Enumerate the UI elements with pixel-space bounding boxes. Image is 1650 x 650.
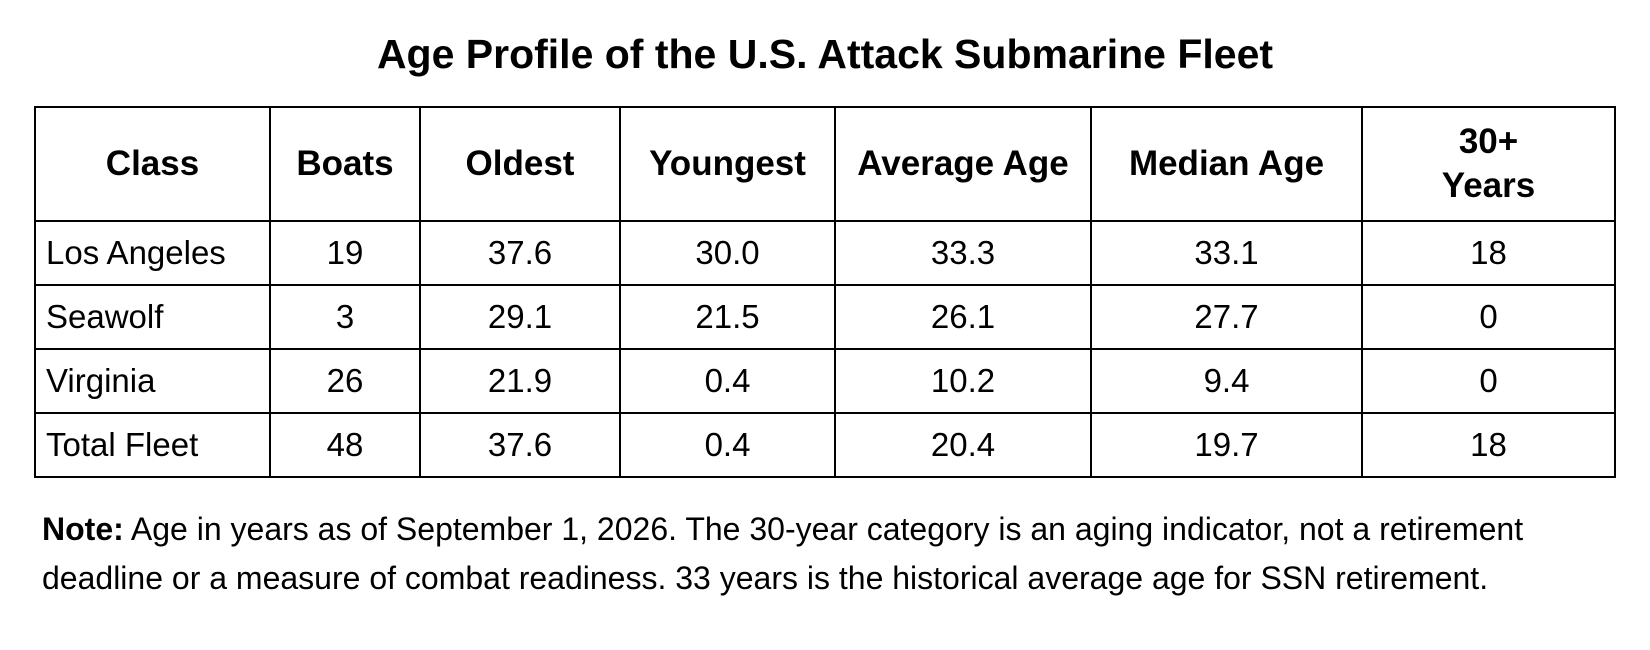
cell-average-age: 26.1 — [834, 284, 1092, 350]
cell-average-age: 33.3 — [834, 220, 1092, 286]
cell-median-age: 27.7 — [1090, 284, 1363, 350]
cell-30-plus-years: 18 — [1361, 412, 1616, 478]
cell-boats: 19 — [269, 220, 421, 286]
submarine-age-table: Class Boats Oldest Youngest Average Age … — [34, 106, 1616, 478]
header-class: Class — [34, 106, 271, 222]
cell-average-age: 10.2 — [834, 348, 1092, 414]
cell-boats: 3 — [269, 284, 421, 350]
note-label: Note: — [42, 511, 124, 547]
cell-median-age: 19.7 — [1090, 412, 1363, 478]
table-row: Virginia 26 21.9 0.4 10.2 9.4 0 — [34, 348, 1616, 414]
header-youngest: Youngest — [619, 106, 836, 222]
table-row-total: Total Fleet 48 37.6 0.4 20.4 19.7 18 — [34, 412, 1616, 478]
cell-youngest: 21.5 — [619, 284, 836, 350]
cell-youngest: 0.4 — [619, 348, 836, 414]
header-median-age: Median Age — [1090, 106, 1363, 222]
table-row: Los Angeles 19 37.6 30.0 33.3 33.1 18 — [34, 220, 1616, 286]
cell-average-age: 20.4 — [834, 412, 1092, 478]
cell-class: Virginia — [34, 348, 271, 414]
header-oldest: Oldest — [419, 106, 621, 222]
header-30-plus-years: 30+ Years — [1361, 106, 1616, 222]
cell-class: Seawolf — [34, 284, 271, 350]
cell-boats: 48 — [269, 412, 421, 478]
header-average-age: Average Age — [834, 106, 1092, 222]
cell-boats: 26 — [269, 348, 421, 414]
table-note: Note: Age in years as of September 1, 20… — [42, 505, 1612, 603]
cell-oldest: 29.1 — [419, 284, 621, 350]
cell-30-plus-years: 0 — [1361, 284, 1616, 350]
cell-youngest: 30.0 — [619, 220, 836, 286]
cell-class: Los Angeles — [34, 220, 271, 286]
cell-class: Total Fleet — [34, 412, 271, 478]
note-text: Age in years as of September 1, 2026. Th… — [42, 511, 1524, 596]
cell-median-age: 33.1 — [1090, 220, 1363, 286]
header-row: Class Boats Oldest Youngest Average Age … — [34, 106, 1616, 222]
cell-oldest: 21.9 — [419, 348, 621, 414]
cell-youngest: 0.4 — [619, 412, 836, 478]
cell-oldest: 37.6 — [419, 412, 621, 478]
header-boats: Boats — [269, 106, 421, 222]
cell-median-age: 9.4 — [1090, 348, 1363, 414]
cell-30-plus-years: 18 — [1361, 220, 1616, 286]
cell-30-plus-years: 0 — [1361, 348, 1616, 414]
table-row: Seawolf 3 29.1 21.5 26.1 27.7 0 — [34, 284, 1616, 350]
table-title: Age Profile of the U.S. Attack Submarine… — [376, 31, 1274, 77]
cell-oldest: 37.6 — [419, 220, 621, 286]
